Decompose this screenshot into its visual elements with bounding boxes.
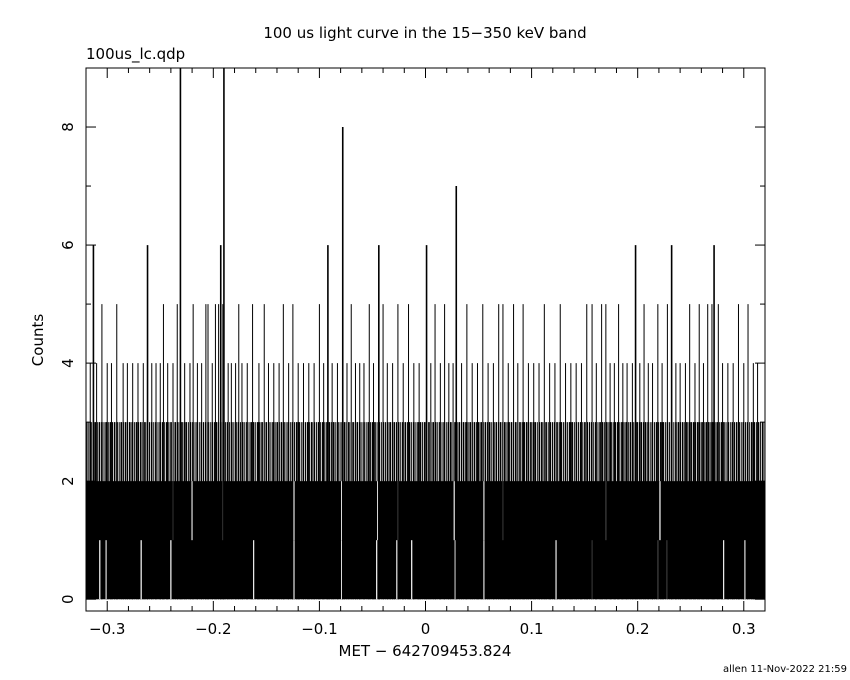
y-tick-label: 4: [59, 358, 77, 368]
x-tick-label: 0.1: [520, 620, 544, 638]
x-tick-label: 0.2: [626, 620, 650, 638]
file-label: 100us_lc.qdp: [86, 45, 185, 64]
x-tick-label: 0: [421, 620, 431, 638]
x-tick-label: −0.1: [301, 620, 337, 638]
y-tick-label: 8: [59, 122, 77, 132]
y-tick-label: 2: [59, 476, 77, 486]
x-tick-label: −0.3: [89, 620, 125, 638]
footer-stamp: allen 11-Nov-2022 21:59: [723, 664, 847, 675]
chart-title: 100 us light curve in the 15−350 keV ban…: [263, 24, 586, 42]
x-tick-label: −0.2: [195, 620, 231, 638]
y-tick-label: 6: [59, 240, 77, 250]
axis-tick-labels: −0.3 −0.2 −0.1 0 0.1 0.2 0.3 0 2 4 6 8: [59, 122, 756, 638]
plot-frame: [85, 67, 766, 612]
x-tick-label: 0.3: [732, 620, 756, 638]
x-axis-label: MET − 642709453.824: [339, 642, 512, 660]
histogram-bars: [86, 68, 766, 600]
y-axis-label: Counts: [29, 314, 47, 367]
y-tick-label: 0: [59, 594, 77, 604]
